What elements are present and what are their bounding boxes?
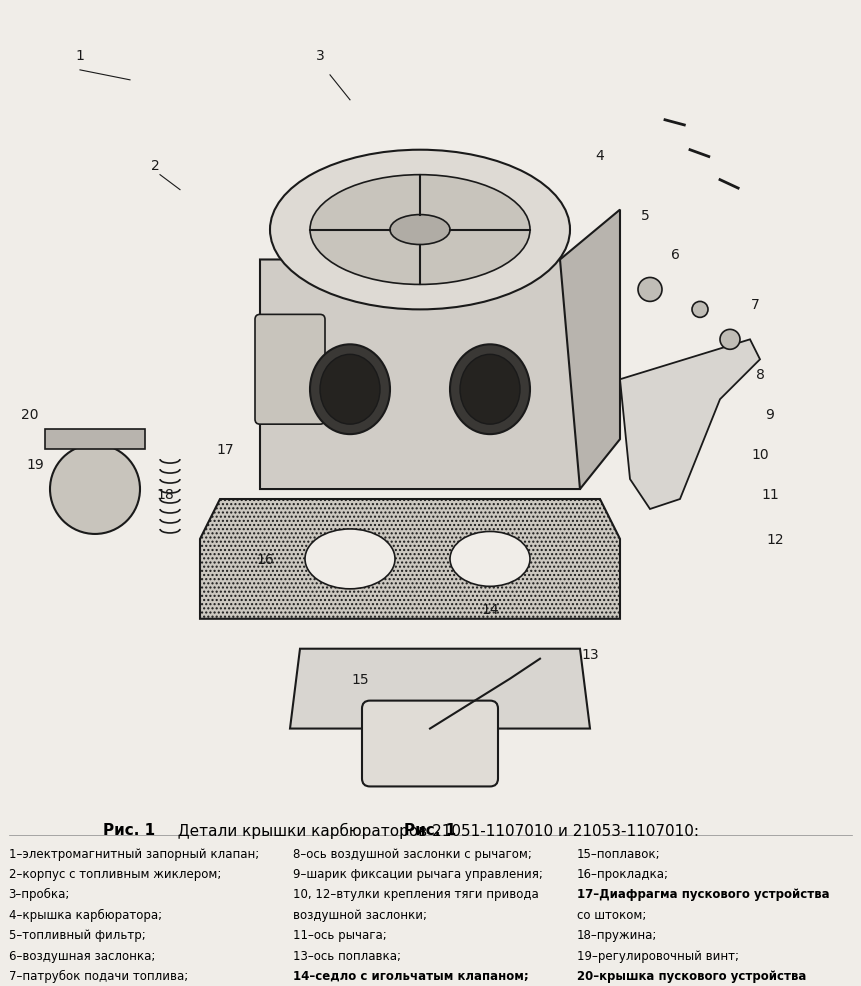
Text: 6: 6 — [671, 248, 679, 262]
Text: 12: 12 — [766, 532, 784, 547]
Text: 16: 16 — [256, 553, 274, 567]
Text: со штоком;: со штоком; — [577, 909, 647, 922]
Text: 15–поплавок;: 15–поплавок; — [577, 848, 660, 861]
FancyBboxPatch shape — [362, 701, 498, 787]
Text: 16–прокладка;: 16–прокладка; — [577, 868, 669, 880]
Ellipse shape — [450, 344, 530, 434]
Text: 18: 18 — [156, 488, 174, 502]
Text: 8: 8 — [756, 368, 765, 383]
Polygon shape — [620, 339, 760, 509]
Text: 17: 17 — [216, 443, 234, 458]
Ellipse shape — [450, 531, 530, 587]
Text: 1–электромагнитный запорный клапан;: 1–электромагнитный запорный клапан; — [9, 848, 259, 861]
Text: 1: 1 — [76, 49, 84, 63]
Circle shape — [638, 277, 662, 302]
Ellipse shape — [460, 354, 520, 424]
Text: 18–пружина;: 18–пружина; — [577, 929, 657, 943]
Ellipse shape — [305, 528, 395, 589]
Text: 20–крышка пускового устройства: 20–крышка пускового устройства — [577, 970, 806, 983]
Text: Рис. 1: Рис. 1 — [405, 822, 456, 838]
Circle shape — [50, 444, 140, 534]
Text: 2–корпус с топливным жиклером;: 2–корпус с топливным жиклером; — [9, 868, 221, 880]
Text: 13: 13 — [581, 648, 598, 662]
Polygon shape — [290, 649, 590, 729]
Text: 20: 20 — [22, 408, 39, 422]
Text: 8–ось воздушной заслонки с рычагом;: 8–ось воздушной заслонки с рычагом; — [293, 848, 531, 861]
Text: 7–патрубок подачи топлива;: 7–патрубок подачи топлива; — [9, 970, 188, 983]
Bar — [45, 429, 145, 449]
Text: 11–ось рычага;: 11–ось рычага; — [293, 929, 387, 943]
Text: 3–пробка;: 3–пробка; — [9, 888, 70, 901]
Ellipse shape — [390, 215, 450, 245]
Text: Детали крышки карбюраторов 21051-1107010 и 21053-1107010:: Детали крышки карбюраторов 21051-1107010… — [168, 822, 699, 839]
Text: 2: 2 — [151, 159, 159, 173]
Text: Рис. 1: Рис. 1 — [103, 822, 156, 838]
Text: 10: 10 — [751, 448, 769, 462]
Polygon shape — [200, 499, 620, 619]
Text: 14: 14 — [481, 602, 499, 617]
Text: 14–седло с игольчатым клапаном;: 14–седло с игольчатым клапаном; — [293, 970, 529, 983]
Text: 5–топливный фильтр;: 5–топливный фильтр; — [9, 929, 146, 943]
Text: 6–воздушная заслонка;: 6–воздушная заслонка; — [9, 950, 155, 962]
Text: 13–ось поплавка;: 13–ось поплавка; — [293, 950, 400, 962]
Text: 5: 5 — [641, 209, 649, 223]
Ellipse shape — [320, 354, 380, 424]
Text: 4: 4 — [596, 149, 604, 163]
Ellipse shape — [310, 344, 390, 434]
Text: воздушной заслонки;: воздушной заслонки; — [293, 909, 427, 922]
Text: 3: 3 — [316, 49, 325, 63]
Text: 9–шарик фиксации рычага управления;: 9–шарик фиксации рычага управления; — [293, 868, 542, 880]
Ellipse shape — [310, 175, 530, 284]
Circle shape — [720, 329, 740, 349]
Text: 7: 7 — [751, 299, 759, 313]
Text: 17–Диафрагма пускового устройства: 17–Диафрагма пускового устройства — [577, 888, 829, 901]
Circle shape — [692, 302, 708, 317]
Text: 11: 11 — [761, 488, 779, 502]
Text: 19: 19 — [26, 458, 44, 472]
Text: 19–регулировочный винт;: 19–регулировочный винт; — [577, 950, 739, 962]
Polygon shape — [560, 210, 620, 489]
Text: 4–крышка карбюратора;: 4–крышка карбюратора; — [9, 909, 162, 922]
Polygon shape — [260, 259, 580, 489]
FancyBboxPatch shape — [255, 315, 325, 424]
Text: 9: 9 — [765, 408, 774, 422]
Ellipse shape — [270, 150, 570, 310]
Text: 10, 12–втулки крепления тяги привода: 10, 12–втулки крепления тяги привода — [293, 888, 538, 901]
Text: 15: 15 — [351, 672, 369, 686]
